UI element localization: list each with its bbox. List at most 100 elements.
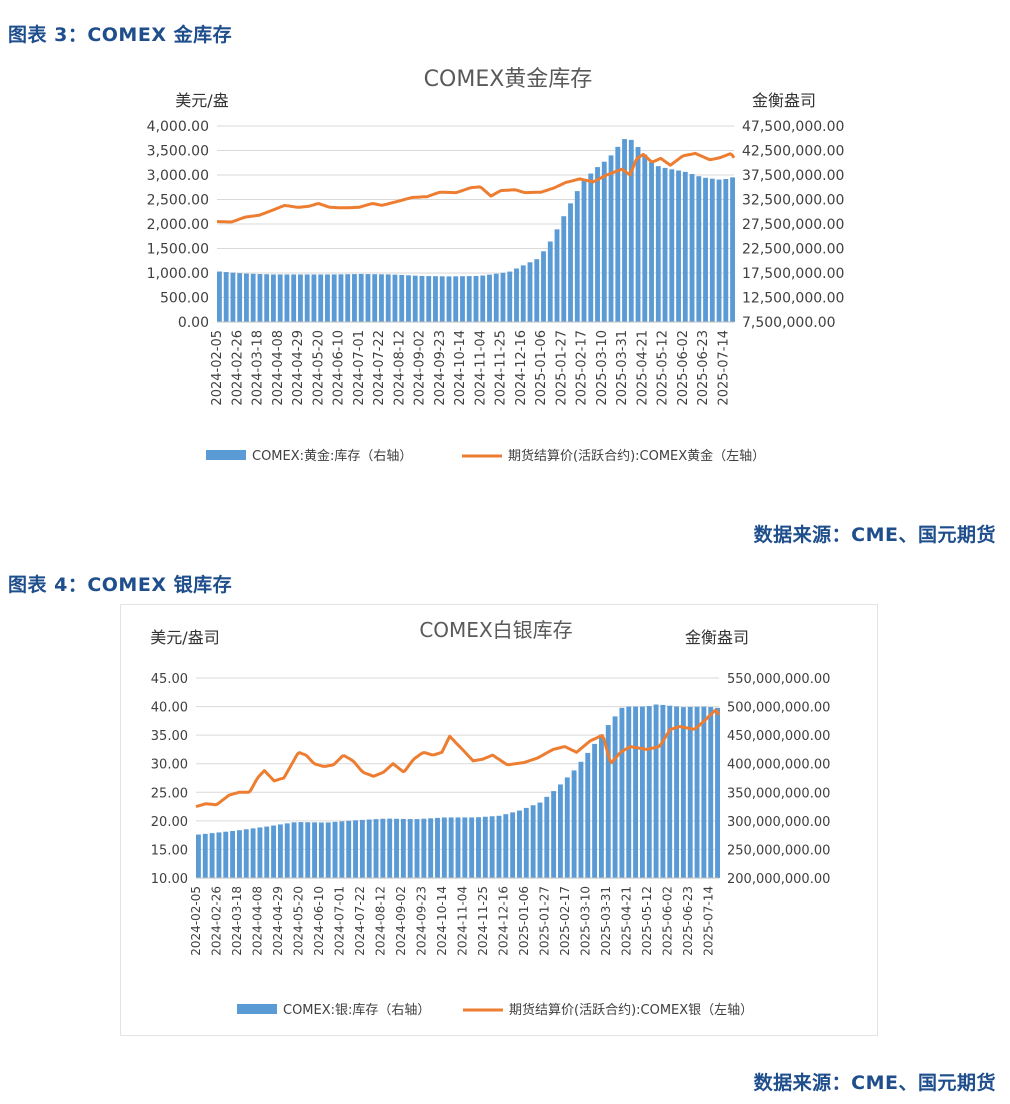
- inventory-bar: [554, 229, 560, 322]
- x-tick-label: 2025-03-31: [599, 886, 613, 956]
- x-tick-label: 2024-04-08: [250, 886, 264, 956]
- inventory-bar: [359, 819, 365, 878]
- inventory-bar: [441, 817, 447, 878]
- inventory-bar: [196, 834, 201, 878]
- inventory-bar: [520, 265, 526, 322]
- inventory-bar: [476, 817, 481, 878]
- x-tick-label: 2025-03-10: [578, 886, 592, 956]
- right-tick-label: 42,500,000.00: [742, 144, 844, 160]
- x-tick-label: 2025-05-12: [640, 886, 654, 956]
- left-axis-label: 美元/盎司: [150, 628, 219, 647]
- inventory-bar: [331, 274, 337, 322]
- inventory-bar: [715, 707, 720, 878]
- inventory-bar: [585, 752, 591, 878]
- inventory-bar: [503, 814, 509, 878]
- x-tick-label: 2025-01-06: [534, 330, 549, 406]
- inventory-bar: [493, 273, 499, 322]
- inventory-bar: [338, 274, 344, 322]
- inventory-bar: [372, 274, 378, 322]
- x-tick-label: 2025-01-27: [554, 330, 569, 406]
- inventory-bar: [689, 174, 695, 322]
- chart-title: COMEX黄金库存: [424, 67, 593, 92]
- inventory-bar: [530, 805, 536, 878]
- inventory-bar: [462, 817, 468, 878]
- x-tick-label: 2025-04-21: [619, 886, 633, 956]
- left-tick-label: 0.00: [178, 315, 209, 331]
- x-tick-label: 2024-09-23: [433, 330, 448, 406]
- inventory-bar: [581, 180, 587, 322]
- legend-bar-label: COMEX:银:库存（右轴）: [283, 1002, 430, 1018]
- right-tick-label: 47,500,000.00: [742, 119, 844, 135]
- inventory-bar: [277, 274, 283, 322]
- inventory-bar: [723, 178, 729, 322]
- inventory-bar: [708, 707, 714, 878]
- inventory-bar: [646, 706, 652, 878]
- inventory-bar: [541, 251, 546, 322]
- right-tick-label: 12,500,000.00: [742, 291, 844, 307]
- left-tick-label: 3,500.00: [147, 144, 209, 160]
- right-tick-label: 32,500,000.00: [742, 193, 844, 209]
- inventory-bar: [223, 831, 229, 878]
- legend-bar-label: COMEX:黄金:库存（右轴）: [252, 448, 412, 464]
- right-axis-label: 金衡盎司: [752, 91, 816, 110]
- inventory-bar: [703, 177, 708, 322]
- right-tick-label: 450,000,000.00: [727, 729, 830, 744]
- x-tick-label: 2024-05-20: [311, 330, 326, 406]
- right-tick-label: 22,500,000.00: [742, 242, 844, 258]
- legend-line-label: 期货结算价(活跃合约):COMEX黄金（左轴）: [508, 448, 765, 464]
- inventory-bar: [480, 275, 486, 322]
- x-tick-label: 2024-08-12: [373, 886, 387, 956]
- left-tick-label: 2,000.00: [147, 217, 209, 233]
- price-line: [195, 708, 721, 809]
- left-tick-label: 10.00: [151, 872, 188, 887]
- inventory-bar: [639, 706, 645, 878]
- right-axis-label: 金衡盎司: [685, 628, 749, 647]
- inventory-bar: [277, 824, 283, 878]
- figure3-source: 数据来源：CME、国元期货: [753, 524, 996, 546]
- inventory-bar: [635, 147, 641, 322]
- x-tick-label: 2025-04-21: [635, 330, 650, 406]
- x-tick-label: 2024-11-25: [494, 330, 509, 406]
- inventory-bar: [466, 276, 472, 322]
- inventory-bar: [419, 275, 425, 322]
- left-tick-label: 500.00: [160, 291, 209, 307]
- x-tick-label: 2025-03-31: [615, 330, 630, 406]
- inventory-bar: [547, 241, 553, 322]
- inventory-bar: [564, 777, 570, 878]
- x-tick-label: 2024-07-22: [372, 330, 387, 406]
- legend-bar-swatch: [237, 1004, 277, 1014]
- inventory-bar: [455, 817, 461, 878]
- inventory-bar: [680, 707, 686, 878]
- inventory-bar: [298, 822, 304, 878]
- right-tick-label: 250,000,000.00: [727, 843, 830, 858]
- inventory-bar: [407, 819, 413, 878]
- inventory-bar: [236, 830, 242, 878]
- inventory-bar: [574, 191, 580, 322]
- legend-line-label: 期货结算价(活跃合约):COMEX银（左轴）: [509, 1002, 753, 1018]
- inventory-bar: [346, 820, 352, 878]
- inventory-bar: [366, 819, 372, 878]
- inventory-bar: [244, 273, 249, 322]
- inventory-bar: [460, 276, 465, 322]
- inventory-bar: [662, 167, 668, 322]
- x-tick-label: 2025-01-06: [517, 886, 531, 956]
- left-tick-label: 3,000.00: [147, 168, 209, 184]
- inventory-bar: [230, 272, 236, 322]
- inventory-bar: [332, 821, 338, 878]
- inventory-bar: [448, 817, 454, 878]
- right-tick-label: 200,000,000.00: [727, 872, 830, 887]
- inventory-bar: [439, 276, 445, 322]
- right-tick-label: 400,000,000.00: [727, 758, 830, 773]
- x-tick-label: 2025-07-14: [701, 886, 715, 956]
- inventory-bar: [271, 825, 277, 878]
- x-tick-label: 2024-02-05: [210, 330, 225, 406]
- x-tick-label: 2024-04-29: [271, 886, 285, 956]
- x-tick-label: 2024-12-16: [514, 330, 529, 406]
- inventory-bar: [414, 819, 420, 878]
- inventory-bar: [435, 817, 440, 878]
- inventory-bar: [305, 822, 311, 878]
- inventory-bar: [696, 176, 702, 322]
- inventory-bar: [365, 274, 371, 322]
- x-tick-label: 2024-07-22: [353, 886, 367, 956]
